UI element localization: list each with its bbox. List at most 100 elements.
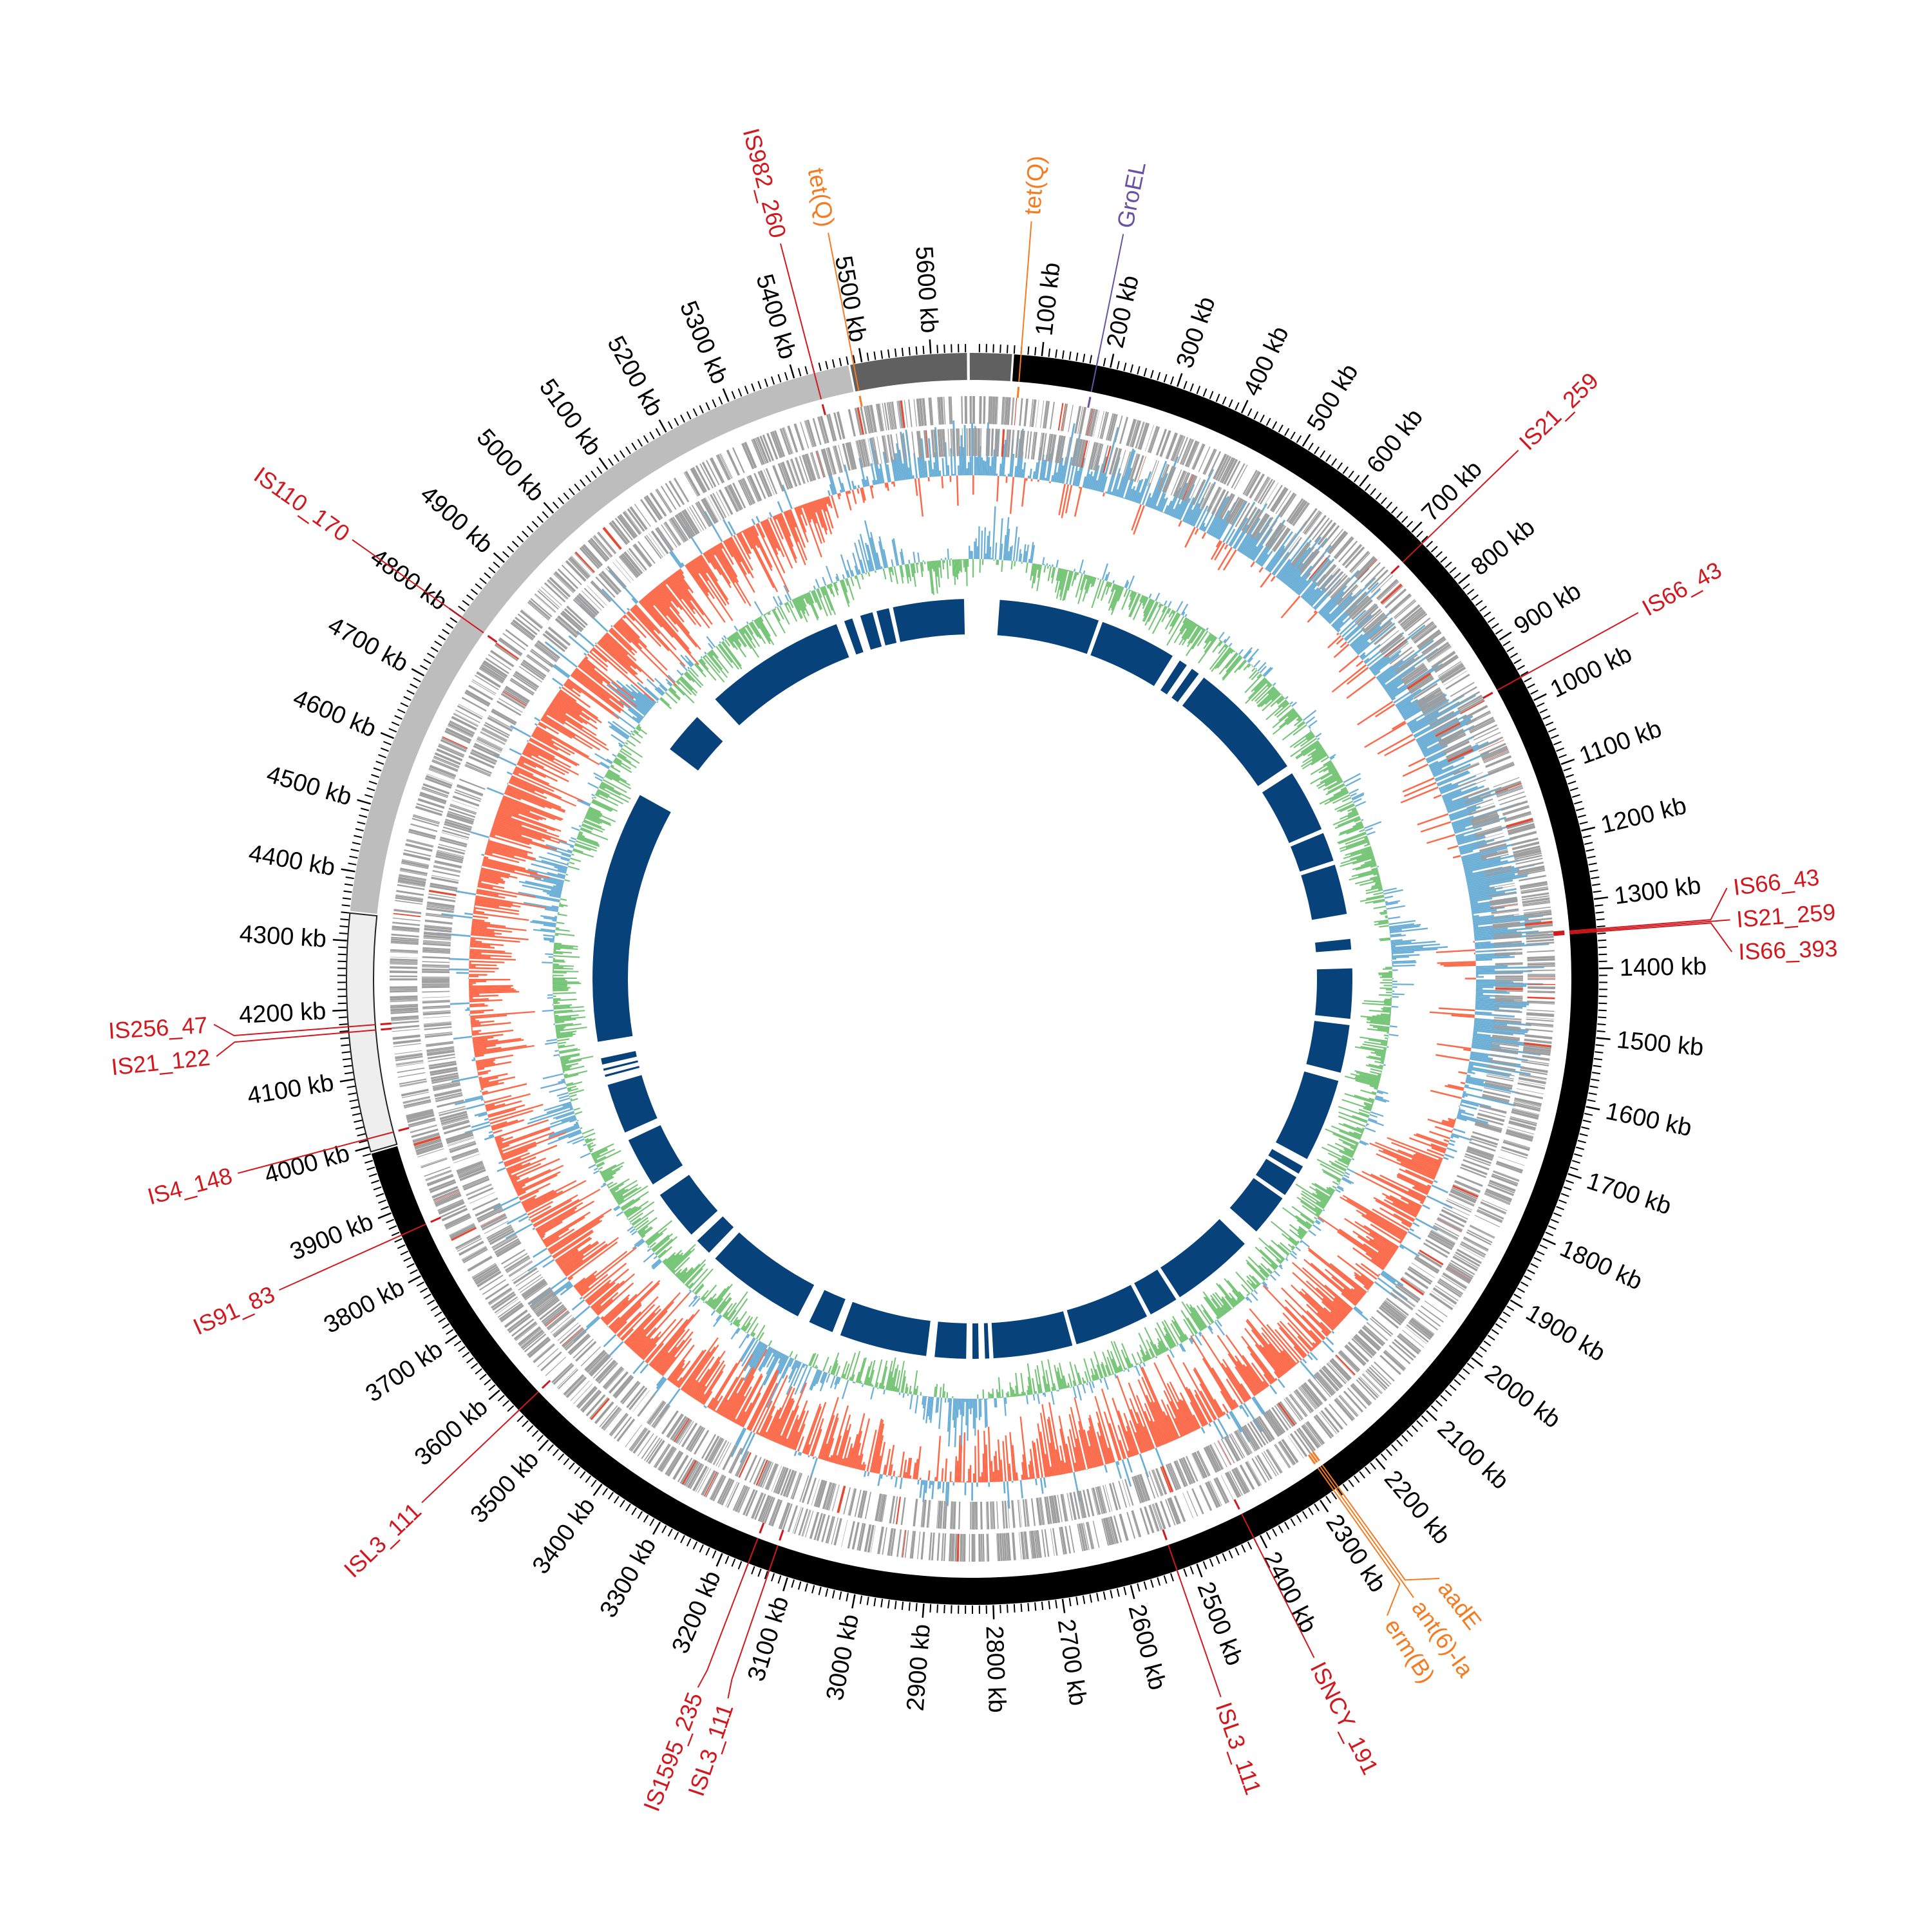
gc-skew-bar (1028, 1477, 1030, 1480)
gc-content-bar (553, 989, 569, 992)
cds-feature (1525, 1028, 1553, 1032)
cds-feature (511, 621, 534, 639)
gc-content-bar (1051, 567, 1056, 583)
gc-content-bar (1356, 1072, 1381, 1079)
gc-content-bar (618, 744, 623, 748)
homology-block (860, 612, 882, 650)
cds-feature (1428, 645, 1452, 663)
gc-content-bar (583, 1143, 587, 1146)
gc-skew-bar (499, 1132, 554, 1153)
gc-content-bar (1068, 1373, 1073, 1387)
gc-skew-bar (985, 1444, 989, 1482)
gc-content-bar (1139, 594, 1144, 602)
cds-feature (1513, 849, 1542, 858)
gc-content-bar (810, 1352, 817, 1367)
gc-skew-bar (718, 1399, 728, 1415)
cds-feature (864, 1524, 872, 1552)
gc-content-bar (1364, 1041, 1387, 1046)
gc-skew-bar (802, 504, 822, 558)
gc-skew-bar (1069, 434, 1081, 485)
cds-feature (1418, 631, 1442, 650)
gc-content-bar (1218, 652, 1238, 675)
gc-content-bar (888, 567, 893, 583)
gc-skew-bar (1279, 1320, 1310, 1354)
cds-feature (1462, 705, 1488, 720)
gc-content-bar (1018, 549, 1021, 562)
gc-content-bar (1000, 544, 1003, 560)
cds-feature (488, 654, 512, 670)
gc-skew-bar (819, 498, 833, 535)
gc-skew-bar (1406, 699, 1450, 725)
cds-feature (766, 433, 779, 460)
gc-content-bar (1293, 724, 1307, 736)
gc-content-bar (768, 1340, 773, 1347)
gc-skew-bar (1157, 493, 1166, 511)
gc-content-bar (585, 815, 603, 824)
gc-content-bar (1090, 576, 1095, 587)
gc-content-bar (534, 878, 564, 886)
gc-skew-bar (1182, 497, 1195, 522)
gc-skew-bar (1400, 1162, 1435, 1179)
cds-feature (1088, 1521, 1095, 1549)
gc-skew-bar (517, 761, 558, 782)
gc-content-bar (1389, 1012, 1391, 1014)
gc-content-bar (820, 587, 832, 616)
gc-skew-bar (1435, 949, 1475, 953)
cds-feature (937, 397, 940, 425)
gc-content-bar (626, 739, 636, 747)
gc-content-bar (568, 1132, 582, 1139)
gc-skew-bar (487, 843, 528, 856)
gc-content-bar (1130, 593, 1141, 618)
gc-content-bar (1123, 1370, 1125, 1372)
gc-content-bar (1007, 1391, 1010, 1397)
gc-skew-bar (620, 1303, 656, 1340)
gc-content-bar (913, 563, 916, 574)
cds-feature (1305, 512, 1323, 535)
gc-content-bar (640, 1227, 653, 1238)
gc-content-bar (826, 585, 829, 589)
gc-content-bar (1165, 1333, 1174, 1348)
gc-content-bar (561, 1056, 594, 1064)
gc-content-bar (824, 585, 836, 616)
cds-feature (397, 879, 426, 886)
gc-content-bar (574, 844, 591, 851)
gc-skew-bar (470, 1010, 535, 1018)
gc-skew-bar (501, 1132, 567, 1158)
gc-skew-bar (619, 619, 647, 648)
gc-skew-bar (478, 882, 505, 889)
gc-content-bar (889, 1377, 894, 1391)
cds-feature (920, 1531, 925, 1560)
gc-skew-bar (1372, 654, 1400, 675)
gc-content-bar (900, 565, 904, 578)
gc-content-bar (637, 692, 654, 706)
gc-skew-bar (1179, 1435, 1182, 1438)
gc-skew-bar (920, 438, 926, 478)
gc-skew-bar (1338, 655, 1359, 673)
gc-content-bar (715, 1293, 731, 1312)
gc-content-bar (734, 1319, 739, 1325)
cds-feature (519, 1328, 542, 1347)
cds-feature (1483, 752, 1510, 764)
cds-feature (589, 1397, 609, 1419)
gc-content-bar (552, 981, 580, 983)
gc-content-bar (816, 1370, 823, 1385)
gc-skew-bar (1284, 1299, 1325, 1341)
gc-skew-bar (1055, 1449, 1062, 1475)
gc-content-bar (1258, 689, 1278, 708)
cds-feature (847, 1520, 855, 1549)
gc-skew-bar (983, 1430, 987, 1482)
gc-content-bar (698, 1296, 701, 1298)
cds-feature (412, 817, 439, 827)
gc-skew-bar (815, 500, 828, 535)
gc-content-bar (560, 1057, 571, 1061)
gc-content-bar (1106, 1349, 1117, 1374)
gc-content-bar (833, 582, 839, 596)
gc-skew-bar (1337, 1231, 1387, 1267)
gc-content-bar (1114, 584, 1118, 591)
cds-feature (495, 643, 518, 661)
gc-content-bar (921, 562, 924, 572)
gc-content-bar (995, 1397, 998, 1408)
gc-content-bar (1267, 683, 1272, 688)
gc-content-bar (1181, 623, 1197, 646)
cds-feature (1506, 820, 1534, 829)
